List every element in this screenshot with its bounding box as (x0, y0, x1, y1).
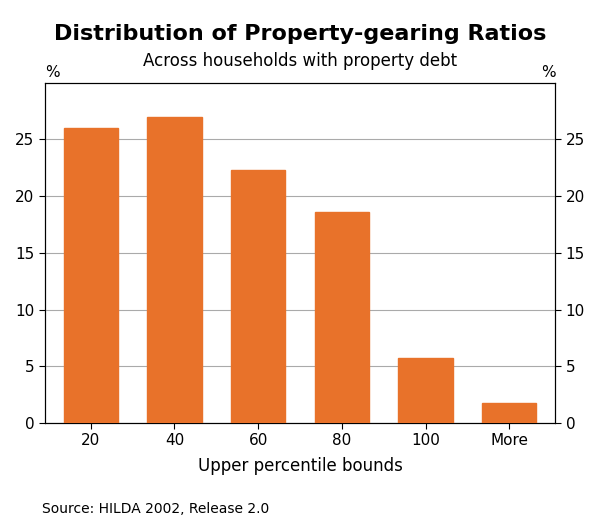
Bar (147, 117, 202, 423)
Bar (64, 128, 118, 423)
Bar (398, 358, 453, 423)
Bar (314, 212, 369, 423)
Text: %: % (541, 65, 556, 80)
Text: Source: HILDA 2002, Release 2.0: Source: HILDA 2002, Release 2.0 (42, 502, 269, 516)
Bar (482, 403, 536, 423)
Text: Across households with property debt: Across households with property debt (143, 52, 457, 70)
Text: Distribution of Property-gearing Ratios: Distribution of Property-gearing Ratios (54, 23, 546, 44)
Bar (231, 170, 286, 423)
X-axis label: Upper percentile bounds: Upper percentile bounds (197, 457, 403, 475)
Text: %: % (44, 65, 59, 80)
